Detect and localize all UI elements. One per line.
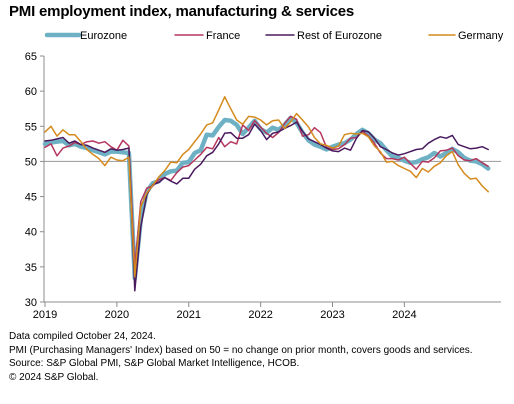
footnote-copyright: © 2024 S&P Global. — [9, 371, 99, 383]
legend-label-eurozone: Eurozone — [80, 30, 127, 42]
series-line-france — [44, 115, 489, 268]
series-line-eurozone — [42, 115, 491, 281]
x-tick-label: 2024 — [392, 309, 416, 321]
x-tick-label: 2019 — [33, 309, 57, 321]
series-line-rest-of-eurozone — [44, 121, 489, 292]
footnotes: Data compiled October 24, 2024. PMI (Pur… — [9, 330, 473, 384]
y-tick-label: 65 — [25, 51, 37, 63]
footnote-data-compiled: Data compiled October 24, 2024. — [9, 331, 156, 342]
chart-title: PMI employment index, manufacturing & se… — [9, 3, 355, 20]
legend-label-rest-of-eurozone: Rest of Eurozone — [297, 30, 382, 42]
series-line-germany — [44, 96, 489, 278]
x-tick-label: 2023 — [320, 309, 344, 321]
y-tick-label: 50 — [25, 156, 37, 168]
footnote-pmi-definition: PMI (Purchasing Managers' Index) based o… — [9, 344, 473, 356]
x-tick-label: 2022 — [248, 309, 272, 321]
y-tick-label: 35 — [25, 262, 37, 274]
legend-label-france: France — [206, 30, 240, 42]
x-tick-label: 2021 — [177, 309, 201, 321]
y-tick-label: 45 — [25, 192, 37, 204]
y-tick-label: 60 — [25, 86, 37, 98]
legend-label-germany: Germany — [458, 30, 504, 42]
y-tick-label: 30 — [25, 297, 37, 309]
footnote-source: Source: S&P Global PMI, S&P Global Marke… — [9, 358, 300, 370]
y-tick-label: 55 — [25, 121, 37, 133]
x-tick-label: 2020 — [105, 309, 129, 321]
y-tick-label: 40 — [25, 227, 37, 239]
